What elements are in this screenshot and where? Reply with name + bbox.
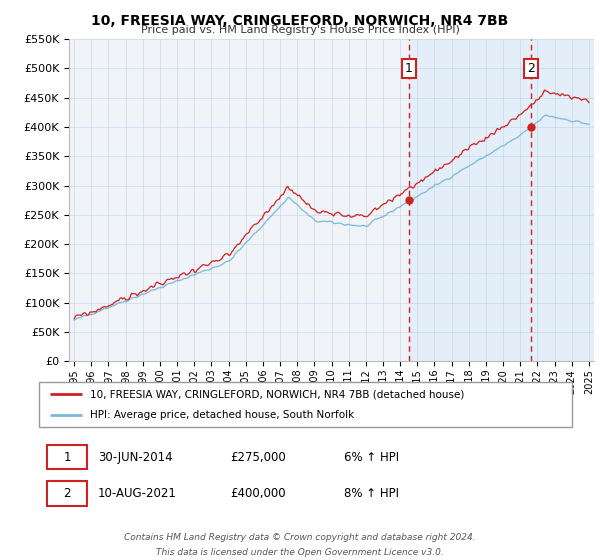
Text: 2: 2 xyxy=(527,62,535,74)
Text: 6% ↑ HPI: 6% ↑ HPI xyxy=(344,451,399,464)
Text: £400,000: £400,000 xyxy=(230,487,286,500)
Text: 2: 2 xyxy=(64,487,71,500)
Text: HPI: Average price, detached house, South Norfolk: HPI: Average price, detached house, Sout… xyxy=(90,410,354,420)
FancyBboxPatch shape xyxy=(47,445,88,469)
Text: £275,000: £275,000 xyxy=(230,451,286,464)
Text: 30-JUN-2014: 30-JUN-2014 xyxy=(98,451,173,464)
Text: Price paid vs. HM Land Registry's House Price Index (HPI): Price paid vs. HM Land Registry's House … xyxy=(140,25,460,35)
Text: 8% ↑ HPI: 8% ↑ HPI xyxy=(344,487,399,500)
Text: 10, FREESIA WAY, CRINGLEFORD, NORWICH, NR4 7BB (detached house): 10, FREESIA WAY, CRINGLEFORD, NORWICH, N… xyxy=(90,389,464,399)
FancyBboxPatch shape xyxy=(39,382,572,427)
Text: 10, FREESIA WAY, CRINGLEFORD, NORWICH, NR4 7BB: 10, FREESIA WAY, CRINGLEFORD, NORWICH, N… xyxy=(91,14,509,28)
Bar xyxy=(409,39,600,361)
Text: Contains HM Land Registry data © Crown copyright and database right 2024.: Contains HM Land Registry data © Crown c… xyxy=(124,533,476,542)
Text: 1: 1 xyxy=(64,451,71,464)
Text: 1: 1 xyxy=(405,62,413,74)
Text: This data is licensed under the Open Government Licence v3.0.: This data is licensed under the Open Gov… xyxy=(156,548,444,557)
Text: 10-AUG-2021: 10-AUG-2021 xyxy=(98,487,177,500)
FancyBboxPatch shape xyxy=(47,482,88,506)
